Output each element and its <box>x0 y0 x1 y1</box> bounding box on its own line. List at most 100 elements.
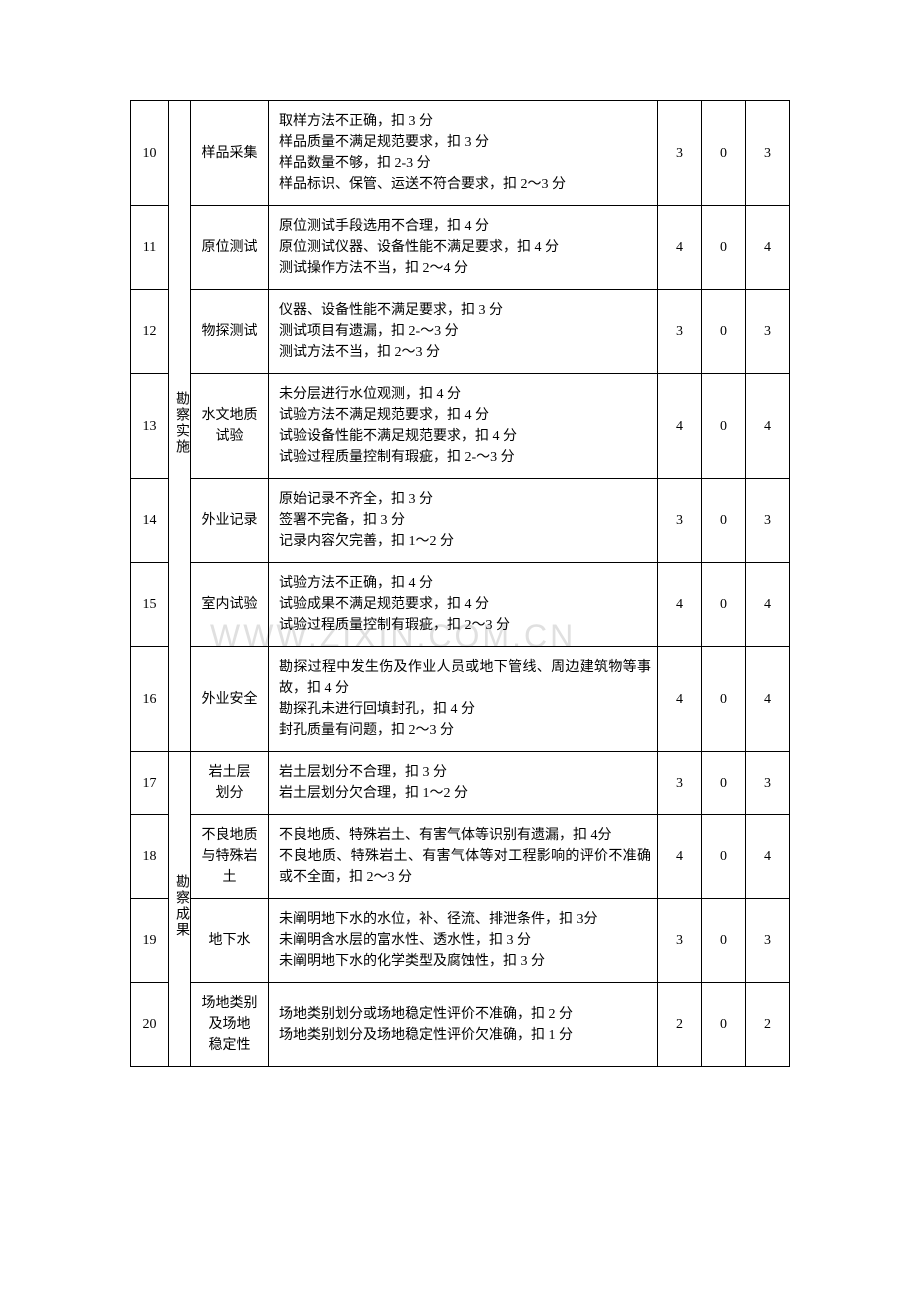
criteria-line: 未阐明含水层的富水性、透水性，扣 3 分 <box>279 930 651 951</box>
item-name-line: 场地类别 <box>197 993 262 1014</box>
score-n2: 0 <box>702 374 746 479</box>
score-n1: 4 <box>658 563 702 647</box>
criteria-line: 勘探过程中发生伤及作业人员或地下管线、周边建筑物等事故，扣 4 分 <box>279 657 651 699</box>
score-n3: 4 <box>746 206 790 290</box>
score-n3: 4 <box>746 563 790 647</box>
score-n1: 3 <box>658 479 702 563</box>
criteria-cell: 原始记录不齐全，扣 3 分签署不完备，扣 3 分记录内容欠完善，扣 1～2 分 <box>269 479 658 563</box>
criteria-line: 原位测试手段选用不合理，扣 4 分 <box>279 216 651 237</box>
item-name: 原位测试 <box>191 206 269 290</box>
category-label: 勘察成果 <box>171 874 192 938</box>
score-n1: 4 <box>658 374 702 479</box>
score-n3: 2 <box>746 983 790 1067</box>
score-n1: 4 <box>658 206 702 290</box>
item-name-line: 土 <box>197 867 262 888</box>
item-name: 不良地质与特殊岩土 <box>191 815 269 899</box>
score-n3: 3 <box>746 752 790 815</box>
criteria-line: 原位测试仪器、设备性能不满足要求，扣 4 分 <box>279 237 651 258</box>
scoring-table: 10 勘察实施 样品采集取样方法不正确，扣 3 分样品质量不满足规范要求，扣 3 分… <box>130 100 790 1067</box>
row-index: 15 <box>131 563 169 647</box>
item-name-line: 外业安全 <box>197 689 262 710</box>
item-name-line: 样品采集 <box>197 143 262 164</box>
item-name-line: 不良地质 <box>197 825 262 846</box>
item-name-line: 水文地质 <box>197 405 262 426</box>
criteria-line: 不良地质、特殊岩土、有害气体等对工程影响的评价不准确或不全面，扣 2～3 分 <box>279 846 651 888</box>
item-name-line: 物探测试 <box>197 321 262 342</box>
score-n3: 3 <box>746 479 790 563</box>
criteria-line: 试验方法不正确，扣 4 分 <box>279 573 651 594</box>
score-n1: 3 <box>658 752 702 815</box>
score-n1: 4 <box>658 815 702 899</box>
category-label: 勘察实施 <box>171 391 192 455</box>
score-n1: 2 <box>658 983 702 1067</box>
criteria-line: 封孔质量有问题，扣 2～3 分 <box>279 720 651 741</box>
criteria-line: 样品质量不满足规范要求，扣 3 分 <box>279 132 651 153</box>
category-cell: 勘察实施 <box>169 101 191 752</box>
criteria-cell: 未分层进行水位观测，扣 4 分试验方法不满足规范要求，扣 4 分试验设备性能不满… <box>269 374 658 479</box>
criteria-line: 样品标识、保管、运送不符合要求，扣 2～3 分 <box>279 174 651 195</box>
score-n2: 0 <box>702 899 746 983</box>
criteria-line: 试验设备性能不满足规范要求，扣 4 分 <box>279 426 651 447</box>
row-index: 19 <box>131 899 169 983</box>
criteria-line: 测试方法不当，扣 2～3 分 <box>279 342 651 363</box>
item-name: 室内试验 <box>191 563 269 647</box>
item-name-line: 原位测试 <box>197 237 262 258</box>
criteria-cell: 未阐明地下水的水位，补、径流、排泄条件，扣 3分未阐明含水层的富水性、透水性，扣… <box>269 899 658 983</box>
row-index: 17 <box>131 752 169 815</box>
score-n1: 4 <box>658 647 702 752</box>
table-row: 15 室内试验试验方法不正确，扣 4 分试验成果不满足规范要求，扣 4 分试验过程… <box>131 563 790 647</box>
item-name-line: 岩土层 <box>197 762 262 783</box>
row-index: 10 <box>131 101 169 206</box>
table-row: 14 外业记录原始记录不齐全，扣 3 分签署不完备，扣 3 分记录内容欠完善，扣 … <box>131 479 790 563</box>
score-n3: 4 <box>746 815 790 899</box>
criteria-line: 场地类别划分及场地稳定性评价欠准确，扣 1 分 <box>279 1025 651 1046</box>
criteria-cell: 勘探过程中发生伤及作业人员或地下管线、周边建筑物等事故，扣 4 分勘探孔未进行回… <box>269 647 658 752</box>
score-n3: 3 <box>746 290 790 374</box>
criteria-line: 试验方法不满足规范要求，扣 4 分 <box>279 405 651 426</box>
criteria-line: 样品数量不够，扣 2-3 分 <box>279 153 651 174</box>
criteria-cell: 岩土层划分不合理，扣 3 分岩土层划分欠合理，扣 1～2 分 <box>269 752 658 815</box>
criteria-line: 取样方法不正确，扣 3 分 <box>279 111 651 132</box>
criteria-line: 岩土层划分欠合理，扣 1～2 分 <box>279 783 651 804</box>
criteria-cell: 取样方法不正确，扣 3 分样品质量不满足规范要求，扣 3 分样品数量不够，扣 2… <box>269 101 658 206</box>
item-name: 样品采集 <box>191 101 269 206</box>
score-n2: 0 <box>702 290 746 374</box>
score-n2: 0 <box>702 647 746 752</box>
score-n2: 0 <box>702 983 746 1067</box>
score-n1: 3 <box>658 290 702 374</box>
criteria-line: 场地类别划分或场地稳定性评价不准确，扣 2 分 <box>279 1004 651 1025</box>
item-name: 外业记录 <box>191 479 269 563</box>
criteria-line: 未阐明地下水的水位，补、径流、排泄条件，扣 3分 <box>279 909 651 930</box>
item-name: 外业安全 <box>191 647 269 752</box>
score-n2: 0 <box>702 101 746 206</box>
row-index: 20 <box>131 983 169 1067</box>
criteria-line: 签署不完备，扣 3 分 <box>279 510 651 531</box>
criteria-line: 仪器、设备性能不满足要求，扣 3 分 <box>279 300 651 321</box>
item-name: 场地类别及场地稳定性 <box>191 983 269 1067</box>
table-row: 16外业安全勘探过程中发生伤及作业人员或地下管线、周边建筑物等事故，扣 4 分勘… <box>131 647 790 752</box>
score-n2: 0 <box>702 206 746 290</box>
item-name: 地下水 <box>191 899 269 983</box>
table-row: 10勘察实施样品采集取样方法不正确，扣 3 分样品质量不满足规范要求，扣 3 分… <box>131 101 790 206</box>
row-index: 12 <box>131 290 169 374</box>
item-name-line: 划分 <box>197 783 262 804</box>
score-n3: 3 <box>746 899 790 983</box>
score-n1: 3 <box>658 899 702 983</box>
criteria-line: 未分层进行水位观测，扣 4 分 <box>279 384 651 405</box>
table-row: 11原位测试原位测试手段选用不合理，扣 4 分原位测试仪器、设备性能不满足要求，… <box>131 206 790 290</box>
row-index: 14 <box>131 479 169 563</box>
row-index: 13 <box>131 374 169 479</box>
score-n3: 3 <box>746 101 790 206</box>
criteria-line: 不良地质、特殊岩土、有害气体等识别有遗漏，扣 4分 <box>279 825 651 846</box>
criteria-cell: 原位测试手段选用不合理，扣 4 分原位测试仪器、设备性能不满足要求，扣 4 分测… <box>269 206 658 290</box>
item-name-line: 稳定性 <box>197 1035 262 1056</box>
table-row: 12物探测试仪器、设备性能不满足要求，扣 3 分测试项目有遗漏，扣 2-～3 分… <box>131 290 790 374</box>
criteria-cell: 试验方法不正确，扣 4 分试验成果不满足规范要求，扣 4 分试验过程质量控制有瑕… <box>269 563 658 647</box>
criteria-line: 试验过程质量控制有瑕疵，扣 2-～3 分 <box>279 447 651 468</box>
criteria-line: 测试操作方法不当，扣 2～4 分 <box>279 258 651 279</box>
row-index: 18 <box>131 815 169 899</box>
criteria-line: 勘探孔未进行回填封孔，扣 4 分 <box>279 699 651 720</box>
table-row: 13水文地质试验未分层进行水位观测，扣 4 分试验方法不满足规范要求，扣 4 分… <box>131 374 790 479</box>
item-name-line: 地下水 <box>197 930 262 951</box>
criteria-line: 试验过程质量控制有瑕疵，扣 2～3 分 <box>279 615 651 636</box>
